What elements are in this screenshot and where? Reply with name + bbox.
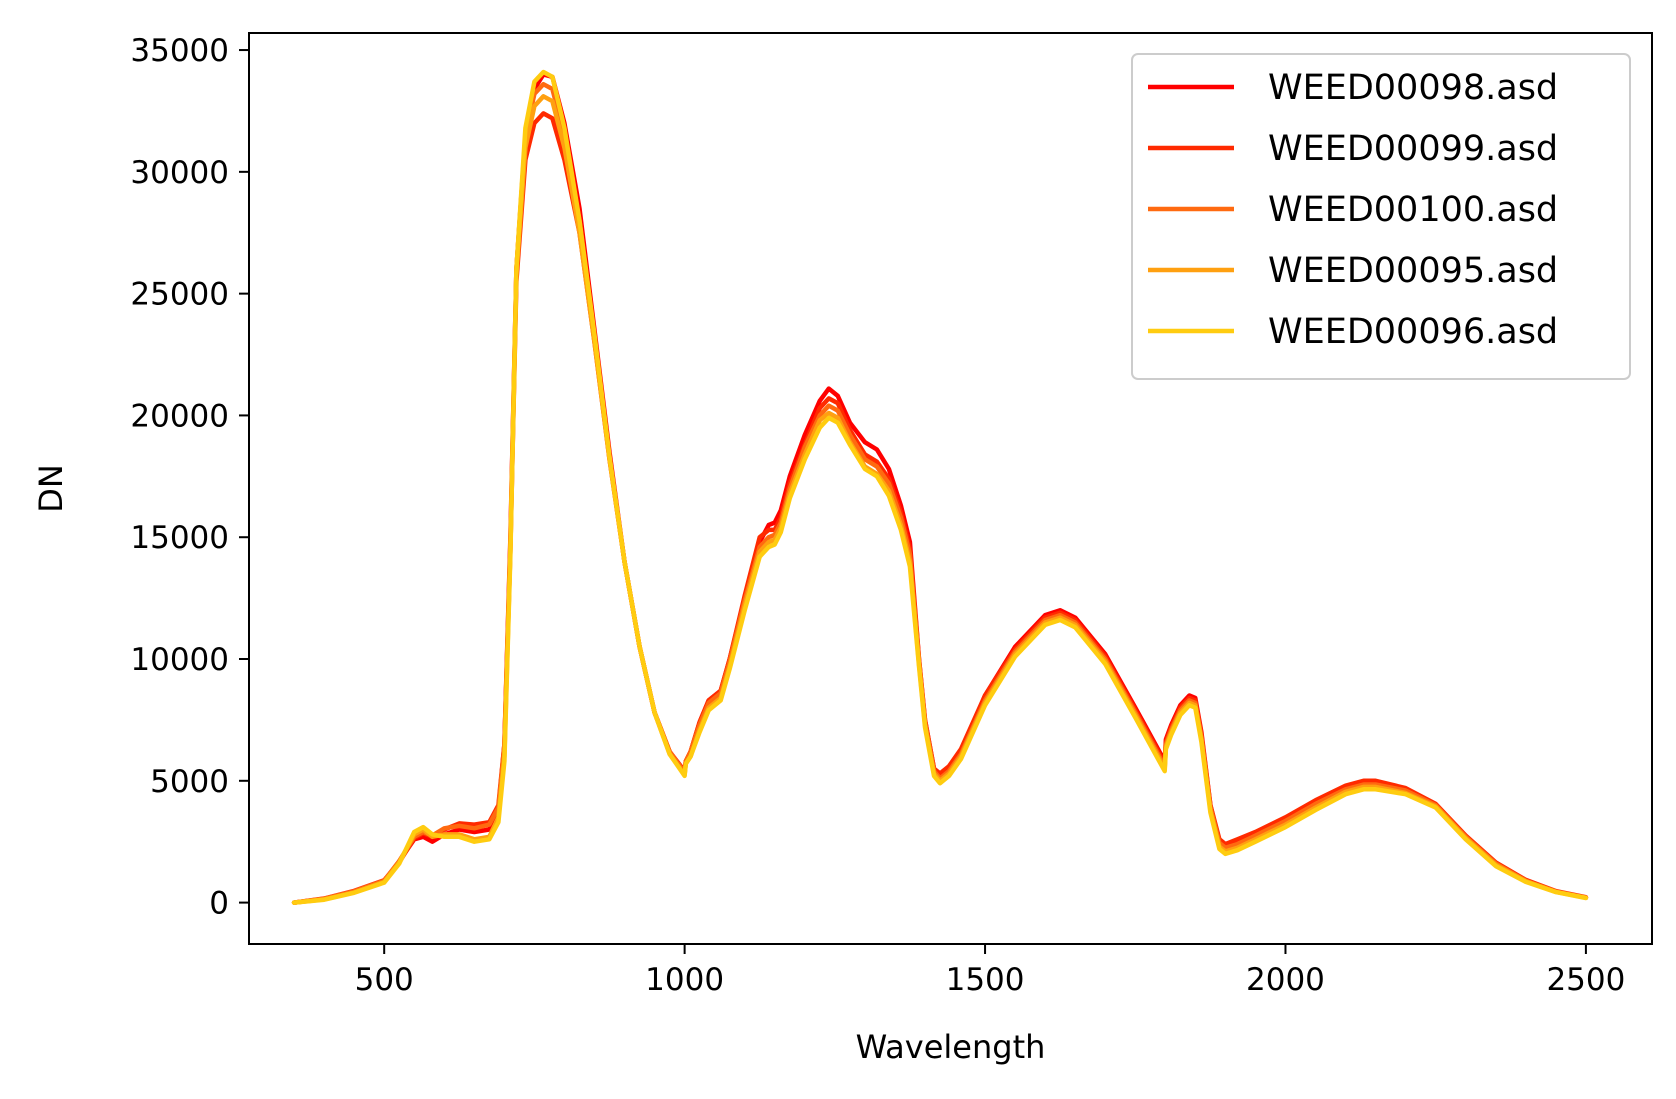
legend-box xyxy=(1131,53,1631,380)
y-tick-label: 30000 xyxy=(130,155,229,191)
y-tick-label: 15000 xyxy=(130,520,229,556)
legend-label: WEED00100.asd xyxy=(1268,190,1558,230)
x-tick-label: 1500 xyxy=(946,962,1025,998)
legend-label: WEED00096.asd xyxy=(1268,312,1558,352)
legend-label: WEED00099.asd xyxy=(1268,129,1558,169)
x-axis: 500 1000 1500 2000 2500 xyxy=(355,944,1625,998)
y-tick-label: 35000 xyxy=(130,33,229,69)
y-tick-label: 5000 xyxy=(150,764,229,800)
series-layer xyxy=(291,69,1589,905)
y-tick-label: 0 xyxy=(209,886,229,922)
legend: WEED00098.asd WEED00099.asd WEED00100.asd W… xyxy=(1131,53,1631,380)
x-tick-label: 2000 xyxy=(1246,962,1325,998)
y-axis: 0 5000 10000 15000 20000 25000 30000 35000 xyxy=(130,33,249,922)
series-line-5 xyxy=(291,69,1589,905)
y-tick-label: 20000 xyxy=(130,398,229,434)
x-axis-title: Wavelength xyxy=(856,1028,1046,1066)
x-tick-label: 2500 xyxy=(1546,962,1625,998)
x-tick-label: 1000 xyxy=(645,962,724,998)
plot-frame xyxy=(248,32,1653,945)
legend-label: WEED00098.asd xyxy=(1268,68,1558,108)
x-tick-label: 500 xyxy=(355,962,414,998)
y-axis-title: DN xyxy=(32,464,70,513)
y-tick-label: 10000 xyxy=(130,642,229,678)
legend-label: WEED00095.asd xyxy=(1268,251,1558,291)
y-tick-label: 25000 xyxy=(130,277,229,313)
